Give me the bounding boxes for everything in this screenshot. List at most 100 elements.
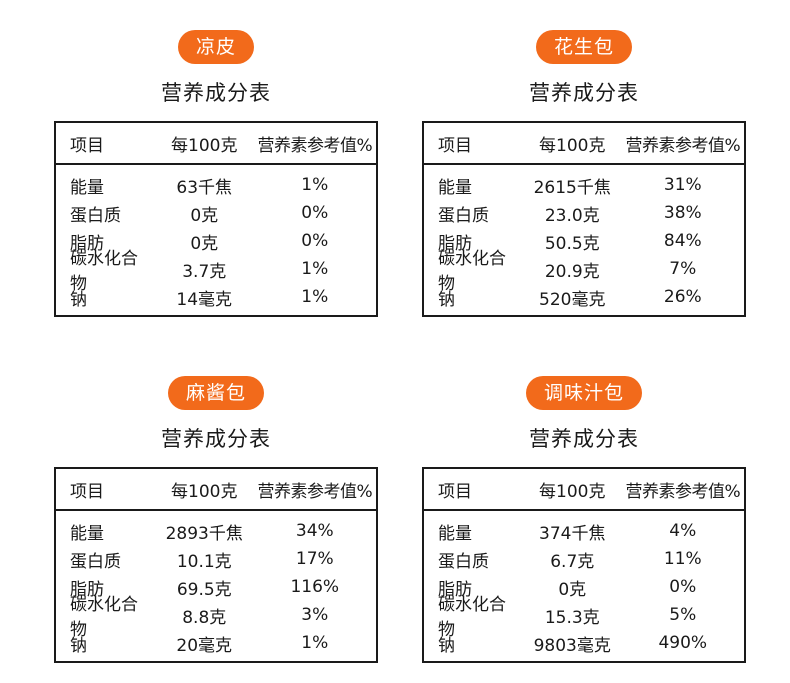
header-item: 项目 <box>70 481 104 502</box>
nutrient-name: 钠 <box>70 289 87 310</box>
table-heading: 营养成分表 <box>529 81 639 105</box>
nutrient-value: 6.7克 <box>550 551 595 572</box>
nutrient-value: 50.5克 <box>544 233 600 254</box>
nutrient-name: 蛋白质 <box>438 551 489 572</box>
header-per100: 每100克 <box>171 481 238 502</box>
table-row: 蛋白质 0克 0% <box>56 199 376 227</box>
nutrient-name: 碳水化合物 <box>70 249 138 294</box>
header-nrv: 营养素参考值% <box>257 481 373 502</box>
table-row: 脂肪 0克 0% <box>56 227 376 255</box>
table-row: 蛋白质 6.7克 11% <box>424 545 744 573</box>
table-row: 碳水化合物 15.3克 5% <box>424 595 744 640</box>
nutrient-value: 20.9克 <box>544 261 600 282</box>
nutrient-value: 374千焦 <box>539 523 606 544</box>
nutrient-nrv: 38% <box>663 203 702 223</box>
table-row: 能量 63千焦 1% <box>56 171 376 199</box>
nutrient-value: 2893千焦 <box>165 523 243 544</box>
table-row: 能量 2615千焦 31% <box>424 171 744 199</box>
table-header-row: 项目 每100克 营养素参考值% <box>56 123 376 165</box>
nutrient-value: 3.7克 <box>182 261 227 282</box>
table-row: 蛋白质 23.0克 38% <box>424 199 744 227</box>
nutrient-nrv: 0% <box>301 231 329 251</box>
nutrient-nrv: 1% <box>301 633 329 653</box>
nutrient-name: 碳水化合物 <box>70 595 138 640</box>
nutrient-nrv: 5% <box>669 605 697 625</box>
nutrition-table: 项目 每100克 营养素参考值% 能量 374千焦 4% 蛋白质 6.7克 11… <box>422 467 746 663</box>
table-row: 蛋白质 10.1克 17% <box>56 545 376 573</box>
header-nrv: 营养素参考值% <box>625 481 741 502</box>
product-badge: 麻酱包 <box>167 376 264 410</box>
nutrient-name: 脂肪 <box>70 233 104 254</box>
nutrient-name: 钠 <box>70 635 87 656</box>
nutrient-nrv: 7% <box>669 259 697 279</box>
header-item: 项目 <box>438 135 472 156</box>
table-row: 脂肪 50.5克 84% <box>424 227 744 255</box>
nutrient-nrv: 11% <box>663 549 702 569</box>
table-row: 钠 14毫克 1% <box>56 283 376 311</box>
nutrient-name: 能量 <box>70 523 104 544</box>
table-header-row: 项目 每100克 营养素参考值% <box>424 469 744 511</box>
nutrient-name: 脂肪 <box>438 579 472 600</box>
product-badge: 凉皮 <box>177 30 254 64</box>
nutrient-value: 10.1克 <box>176 551 232 572</box>
nutrient-name: 钠 <box>438 289 455 310</box>
table-header-row: 项目 每100克 营养素参考值% <box>56 469 376 511</box>
nutrient-value: 0克 <box>190 233 219 254</box>
header-per100: 每100克 <box>171 135 238 156</box>
nutrient-nrv: 0% <box>301 203 329 223</box>
header-item: 项目 <box>70 135 104 156</box>
nutrient-nrv: 3% <box>301 605 329 625</box>
nutrition-panel-majiang: 麻酱包 营养成分表 项目 每100克 营养素参考值% 能量 2893千焦 34%… <box>54 376 378 663</box>
nutrient-name: 碳水化合物 <box>438 249 506 294</box>
nutrition-panel-liangpi: 凉皮 营养成分表 项目 每100克 营养素参考值% 能量 63千焦 1% 蛋白质… <box>54 30 378 317</box>
table-heading: 营养成分表 <box>161 427 271 451</box>
nutrient-name: 蛋白质 <box>70 551 121 572</box>
table-row: 碳水化合物 20.9克 7% <box>424 249 744 294</box>
nutrient-nrv: 1% <box>301 259 329 279</box>
header-per100: 每100克 <box>539 135 606 156</box>
nutrient-nrv: 26% <box>663 287 702 307</box>
table-heading: 营养成分表 <box>161 81 271 105</box>
header-nrv: 营养素参考值% <box>257 135 373 156</box>
nutrient-name: 能量 <box>70 177 104 198</box>
table-row: 钠 20毫克 1% <box>56 629 376 657</box>
nutrient-name: 脂肪 <box>70 579 104 600</box>
nutrient-nrv: 17% <box>295 549 334 569</box>
header-item: 项目 <box>438 481 472 502</box>
nutrient-value: 63千焦 <box>176 177 233 198</box>
table-heading: 营养成分表 <box>529 427 639 451</box>
nutrient-value: 15.3克 <box>544 607 600 628</box>
nutrient-name: 能量 <box>438 523 472 544</box>
nutrient-nrv: 4% <box>669 521 697 541</box>
nutrient-nrv: 1% <box>301 175 329 195</box>
table-row: 碳水化合物 3.7克 1% <box>56 249 376 294</box>
nutrition-panel-huasheng: 花生包 营养成分表 项目 每100克 营养素参考值% 能量 2615千焦 31%… <box>422 30 746 317</box>
nutrient-value: 9803毫克 <box>533 635 611 656</box>
table-row: 能量 374千焦 4% <box>424 517 744 545</box>
table-row: 脂肪 0克 0% <box>424 573 744 601</box>
table-header-row: 项目 每100克 营养素参考值% <box>424 123 744 165</box>
nutrient-nrv: 490% <box>658 633 708 653</box>
nutrition-table: 项目 每100克 营养素参考值% 能量 2615千焦 31% 蛋白质 23.0克… <box>422 121 746 317</box>
nutrient-nrv: 116% <box>290 577 340 597</box>
nutrient-value: 520毫克 <box>539 289 606 310</box>
table-row: 钠 520毫克 26% <box>424 283 744 311</box>
nutrient-value: 14毫克 <box>176 289 233 310</box>
nutrient-value: 0克 <box>190 205 219 226</box>
nutrient-nrv: 84% <box>663 231 702 251</box>
product-badge: 调味汁包 <box>525 376 642 410</box>
nutrient-name: 钠 <box>438 635 455 656</box>
header-per100: 每100克 <box>539 481 606 502</box>
table-row: 能量 2893千焦 34% <box>56 517 376 545</box>
nutrient-nrv: 1% <box>301 287 329 307</box>
nutrient-value: 20毫克 <box>176 635 233 656</box>
nutrient-name: 碳水化合物 <box>438 595 506 640</box>
nutrient-name: 蛋白质 <box>438 205 489 226</box>
nutrient-value: 69.5克 <box>176 579 232 600</box>
header-nrv: 营养素参考值% <box>625 135 741 156</box>
nutrient-value: 2615千焦 <box>533 177 611 198</box>
nutrition-panel-tiaoweizhi: 调味汁包 营养成分表 项目 每100克 营养素参考值% 能量 374千焦 4% … <box>422 376 746 663</box>
table-row: 脂肪 69.5克 116% <box>56 573 376 601</box>
table-row: 钠 9803毫克 490% <box>424 629 744 657</box>
nutrient-value: 23.0克 <box>544 205 600 226</box>
